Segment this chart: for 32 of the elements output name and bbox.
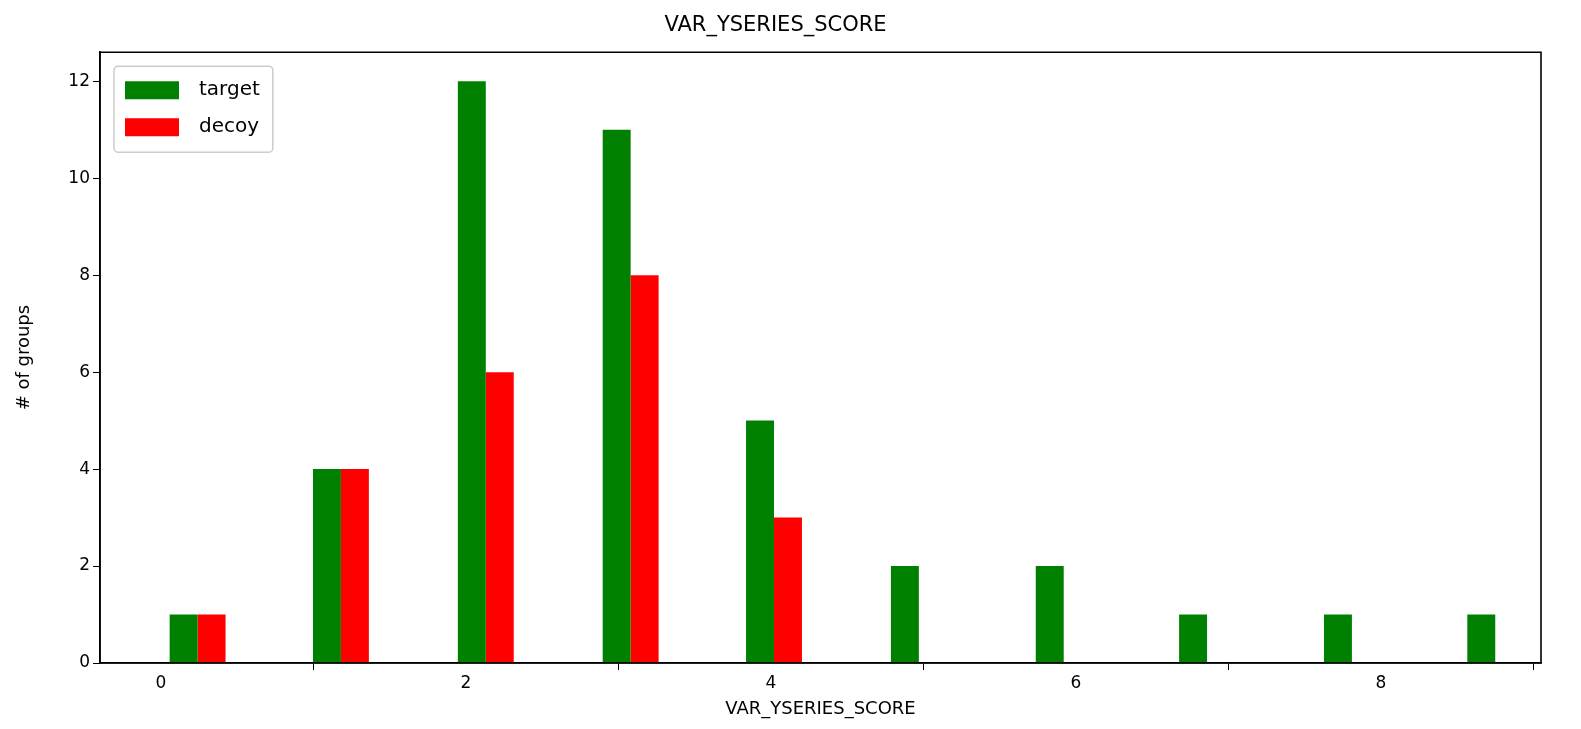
x-tick-label: 6 [1070, 671, 1082, 692]
bar [630, 275, 659, 663]
x-tick-label: 2 [460, 671, 472, 692]
bar [340, 469, 369, 663]
y-tick-label: 10 [68, 166, 90, 187]
bar [457, 81, 486, 663]
bar [1467, 614, 1496, 663]
y-tick-label: 2 [79, 554, 90, 575]
bar [773, 517, 802, 663]
bar [1035, 566, 1064, 663]
bar [485, 372, 514, 663]
y-tick-label: 4 [79, 457, 90, 478]
legend-label: target [199, 76, 260, 101]
bar [312, 469, 341, 663]
x-tick-label: 4 [765, 671, 777, 692]
x-tick-label: 0 [155, 671, 167, 692]
x-tick-label: 8 [1375, 671, 1387, 692]
bar [197, 614, 226, 663]
bar [602, 129, 631, 663]
bar [169, 614, 198, 663]
chart-title: VAR_YSERIES_SCORE [664, 12, 887, 38]
y-tick-label: 6 [79, 360, 90, 381]
bar [1179, 614, 1208, 663]
x-axis-title: VAR_YSERIES_SCORE [725, 696, 916, 719]
bar [1323, 614, 1352, 663]
y-axis-title: # of groups [12, 304, 34, 411]
legend-label: decoy [199, 113, 260, 138]
y-tick-label: 8 [79, 263, 90, 284]
bar [890, 566, 919, 663]
y-tick-label: 0 [79, 651, 90, 672]
y-tick-label: 12 [68, 69, 90, 90]
bar [746, 420, 774, 663]
